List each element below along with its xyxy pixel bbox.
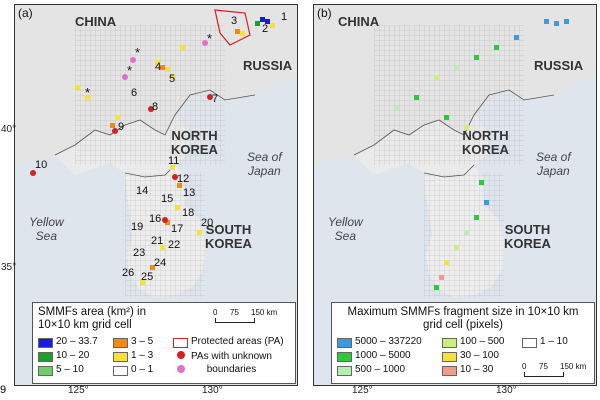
site-number: 3 xyxy=(231,15,238,27)
site-number: 15 xyxy=(161,193,174,205)
legend-swatch xyxy=(522,338,537,348)
legend-a-item: 0 – 1 xyxy=(131,364,154,375)
country-russia-a: RUSSIA xyxy=(243,58,293,73)
legend-swatch xyxy=(337,338,352,348)
legend-swatch xyxy=(442,366,457,376)
sea-yellow-b: Yellow Sea xyxy=(328,215,363,243)
site-number: 6 xyxy=(131,87,138,99)
scale-0-b: 0 xyxy=(522,362,527,371)
lon-label-125-a: 125° xyxy=(68,385,89,396)
legend-b-item: 100 – 500 xyxy=(460,336,505,347)
legend-swatch xyxy=(113,338,128,348)
legend-a: SMMFs area (km²) in 10×10 km grid cell 2… xyxy=(32,302,296,384)
site-number: 21 xyxy=(151,235,164,247)
site-number: 5 xyxy=(169,73,176,85)
legend-swatch xyxy=(38,366,53,376)
lon-label-125-b: 125° xyxy=(352,385,373,396)
site-number: 19 xyxy=(131,221,144,233)
panel-b-label: (b) xyxy=(317,6,332,20)
site-number: 23 xyxy=(133,247,146,259)
country-north-korea-a: NORTH KOREA xyxy=(171,128,218,157)
site-number: 12 xyxy=(177,173,190,185)
site-number: 16 xyxy=(149,213,162,225)
legend-a-item: 3 – 5 xyxy=(131,336,154,347)
country-north-korea-b: NORTH KOREA xyxy=(462,128,509,157)
site-number: 10 xyxy=(35,159,48,171)
site-number: 18 xyxy=(182,207,195,219)
legend-a-item: 20 – 33.7 xyxy=(56,336,98,347)
legend-swatch xyxy=(113,366,128,376)
asterisk-marker: * xyxy=(135,45,141,60)
scale-150-a: 150 km xyxy=(251,308,278,317)
smmf-cells-a xyxy=(75,17,275,285)
legend-b-item: 30 – 100 xyxy=(460,350,499,361)
country-south-korea-b: SOUTH KOREA xyxy=(504,222,551,251)
site-number: 9 xyxy=(118,121,125,133)
legend-b-item: 10 – 30 xyxy=(460,364,494,375)
scale-75-a: 75 xyxy=(230,308,239,317)
pa-unknown-dot-pink xyxy=(177,365,185,373)
lat-label-40: 40° xyxy=(1,124,17,135)
legend-b: Maximum SMMFs fragment size in 10×10 km … xyxy=(331,302,595,384)
pa-swatch xyxy=(173,338,188,348)
site-number: 1 xyxy=(281,11,288,23)
lon-label-130-b: 130° xyxy=(496,385,517,396)
site-number: 7 xyxy=(212,93,219,105)
legend-b-title: Maximum SMMFs fragment size in 10×10 km … xyxy=(347,306,579,331)
legend-swatch xyxy=(442,352,457,362)
lon-label-130-a: 130° xyxy=(202,385,223,396)
asterisk-marker: * xyxy=(85,85,91,100)
site-number: 13 xyxy=(183,187,196,199)
legend-swatch xyxy=(442,338,457,348)
legend-swatch xyxy=(113,352,128,362)
scale-bar-a xyxy=(215,318,255,323)
scale-bar-b xyxy=(524,372,564,377)
site-number: 17 xyxy=(171,223,184,235)
site-number: 22 xyxy=(168,239,181,251)
lat-label-35: 35° xyxy=(1,262,17,273)
asterisk-marker: * xyxy=(207,31,213,46)
stray-number: 9 xyxy=(0,384,7,396)
site-number: 2 xyxy=(262,23,269,35)
sea-japan-a: Sea of Japan xyxy=(247,150,282,178)
scale-0-a: 0 xyxy=(213,308,218,317)
legend-swatch xyxy=(337,352,352,362)
sea-japan-b: Sea of Japan xyxy=(536,150,571,178)
legend-a-item: 1 – 3 xyxy=(131,350,154,361)
sea-yellow-a: Yellow Sea xyxy=(29,215,64,243)
legend-a-item: 5 – 10 xyxy=(56,364,84,375)
legend-swatch xyxy=(38,338,53,348)
legend-swatch xyxy=(337,366,352,376)
pa-dots-a xyxy=(30,40,213,223)
legend-swatch xyxy=(38,352,53,362)
legend-a-item: 10 – 20 xyxy=(56,350,90,361)
legend-a-title: SMMFs area (km²) in 10×10 km grid cell xyxy=(38,306,146,331)
scale-150-b: 150 km xyxy=(560,362,587,371)
site-number: 25 xyxy=(141,271,154,283)
legend-pa-unknown-label: PAs with unknown boundaries xyxy=(191,351,272,375)
country-china-a: CHINA xyxy=(75,14,117,29)
fragment-cells-b xyxy=(394,19,569,290)
country-china-b: CHINA xyxy=(338,14,380,29)
site-number: 26 xyxy=(122,267,135,279)
panel-a-label: (a) xyxy=(18,6,33,20)
legend-b-item: 5000 – 337220 xyxy=(355,336,422,347)
scale-75-b: 75 xyxy=(539,362,548,371)
site-number: 20 xyxy=(201,217,214,229)
pa-unknown-dot-red xyxy=(177,351,185,359)
asterisk-marker: * xyxy=(127,63,133,78)
site-number: 4 xyxy=(155,61,162,73)
country-russia-b: RUSSIA xyxy=(534,58,584,73)
site-number: 24 xyxy=(154,257,167,269)
site-number: 11 xyxy=(168,155,180,167)
site-number: 8 xyxy=(152,101,159,113)
legend-b-item: 1000 – 5000 xyxy=(355,350,411,361)
legend-pa-label: Protected areas (PA) xyxy=(191,336,284,347)
site-number: 14 xyxy=(136,185,149,197)
legend-b-item: 500 – 1000 xyxy=(355,364,406,375)
country-south-korea-a: SOUTH KOREA xyxy=(205,222,252,251)
legend-b-item: 1 – 10 xyxy=(540,336,568,347)
